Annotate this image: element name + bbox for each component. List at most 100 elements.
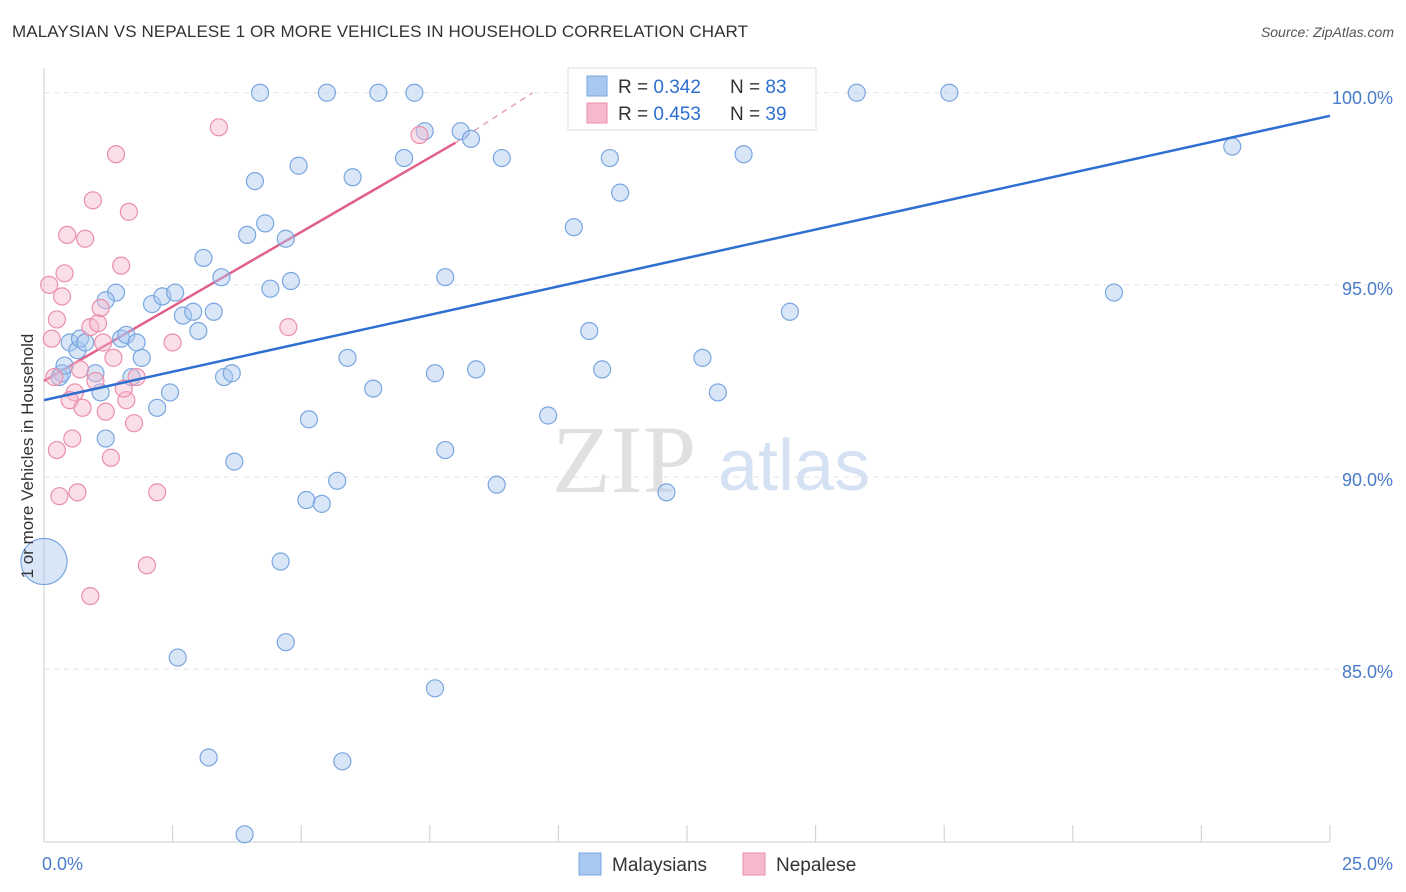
nepalese-point-16 xyxy=(94,333,113,352)
nepalese-point-4 xyxy=(50,487,69,506)
nepalese-n-value: 39 xyxy=(765,104,786,125)
nepalese-point-15 xyxy=(88,314,108,333)
malaysian-point-38 xyxy=(297,490,316,510)
malaysian-point-4 xyxy=(68,341,87,360)
malaysian-point-69 xyxy=(1104,283,1124,302)
malaysian-trend-line xyxy=(43,114,1331,402)
stats-legend-swatch-nepalese xyxy=(586,102,608,124)
nepalese-point-37 xyxy=(47,310,66,329)
chart-title: MALAYSIAN VS NEPALESE 1 OR MORE VEHICLES… xyxy=(12,22,749,41)
nepalese-point-27 xyxy=(163,333,182,352)
malaysian-point-19 xyxy=(160,383,180,402)
malaysians-trend xyxy=(43,114,1331,402)
malaysian-point-36 xyxy=(281,271,301,291)
malaysian-point-70 xyxy=(1223,137,1242,156)
series-legend: Malaysians Nepalese xyxy=(578,852,856,876)
malaysian-point-41 xyxy=(328,471,347,490)
nepalese-point-13 xyxy=(83,191,102,210)
legend-label-nepalese[interactable]: Nepalese xyxy=(776,855,856,876)
malaysian-point-22 xyxy=(184,302,203,321)
malaysian-point-32 xyxy=(250,83,270,102)
axes xyxy=(43,68,1331,843)
malaysian-point-37 xyxy=(289,156,308,175)
malaysian-point-40 xyxy=(317,83,337,102)
malaysian-point-63 xyxy=(693,348,712,367)
nepalese-point-26 xyxy=(148,483,167,502)
nepalese-point-2 xyxy=(45,367,64,387)
watermark-atlas: atlas xyxy=(718,426,870,506)
nepalese-point-25 xyxy=(137,556,156,575)
stats-legend: R = 0.342 N = 83 R = 0.453 N = 39 xyxy=(567,67,817,131)
legend-swatch-nepalese[interactable] xyxy=(742,852,766,876)
malaysian-point-80 xyxy=(436,440,455,460)
malaysian-point-25 xyxy=(204,302,223,321)
nepalese-point-31 xyxy=(81,586,100,606)
malaysian-point-39 xyxy=(299,410,319,429)
malaysian-point-47 xyxy=(405,83,424,102)
malaysian-point-74 xyxy=(168,648,187,667)
malaysian-point-12 xyxy=(117,325,136,344)
malaysian-point-79 xyxy=(312,494,331,513)
malaysian-point-31 xyxy=(245,172,265,191)
malaysian-point-46 xyxy=(394,148,414,168)
malaysian-point-35 xyxy=(276,229,295,248)
malaysian-point-55 xyxy=(492,148,511,168)
malaysian-point-58 xyxy=(580,321,599,341)
nepalese-point-19 xyxy=(106,145,126,164)
malaysian-point-9 xyxy=(96,429,115,448)
x-tick-label-0: 0.0% xyxy=(42,854,83,874)
malaysian-point-52 xyxy=(461,129,481,148)
legend-swatch-malaysians[interactable] xyxy=(578,852,602,876)
nepalese-point-23 xyxy=(124,414,144,433)
malaysian-point-73 xyxy=(276,633,295,652)
legend-label-malaysians[interactable]: Malaysians xyxy=(612,855,707,876)
malaysian-point-29 xyxy=(225,452,244,471)
watermark-zip: ZIP xyxy=(552,406,696,513)
nepalese-n-label: N = xyxy=(730,104,765,125)
malaysian-point-53 xyxy=(466,360,486,379)
malaysian-point-64 xyxy=(708,383,727,402)
malaysian-point-24 xyxy=(194,248,213,268)
malaysian-point-66 xyxy=(780,302,799,321)
malaysian-point-45 xyxy=(369,83,388,102)
malaysian-point-26 xyxy=(212,268,231,287)
malaysian-point-57 xyxy=(564,218,583,237)
nepalese-point-3 xyxy=(47,440,66,460)
y-tick-label-85: 85.0% xyxy=(1342,662,1393,682)
malaysian-point-78 xyxy=(235,825,254,844)
malaysian-point-65 xyxy=(734,145,753,164)
malaysian-point-81 xyxy=(657,483,676,502)
malaysian-point-3 xyxy=(60,333,79,352)
malaysian-point-49 xyxy=(425,364,445,383)
malaysian-point-60 xyxy=(600,148,619,168)
nepalese-point-22 xyxy=(119,202,138,221)
malaysian-point-42 xyxy=(338,348,357,367)
nepalese-point-18 xyxy=(101,448,120,467)
nepalese-point-7 xyxy=(58,225,77,245)
y-tick-label-90: 90.0% xyxy=(1342,470,1393,490)
nepalese-point-28 xyxy=(209,118,228,137)
malaysian-point-34 xyxy=(261,279,280,298)
x-tick-label-25: 25.0% xyxy=(1342,854,1393,874)
malaysian-point-61 xyxy=(611,183,630,202)
malaysian-point-67 xyxy=(847,83,866,102)
y-axis-title: 1 or more Vehicles in Household xyxy=(18,334,37,579)
malaysian-point-71 xyxy=(20,537,68,586)
malaysian-point-28 xyxy=(222,364,241,383)
nepalese-point-6 xyxy=(55,264,74,283)
nepalese-point-1 xyxy=(42,329,61,348)
malaysian-point-21 xyxy=(173,306,192,325)
malaysian-point-23 xyxy=(189,321,208,341)
malaysian-point-14 xyxy=(127,333,146,352)
malaysians-points xyxy=(20,83,1242,844)
nepalese-point-17 xyxy=(96,402,115,421)
malaysian-point-50 xyxy=(436,268,455,287)
stats-legend-swatch-malaysians xyxy=(586,75,608,97)
malaysian-point-20 xyxy=(166,283,185,302)
malaysian-point-72 xyxy=(271,552,290,571)
source-label: Source: ZipAtlas.com xyxy=(1260,24,1394,40)
nepalese-point-5 xyxy=(52,287,72,306)
svg-text:R = 0.342: R = 0.342 xyxy=(618,77,701,98)
malaysian-point-54 xyxy=(487,475,506,494)
